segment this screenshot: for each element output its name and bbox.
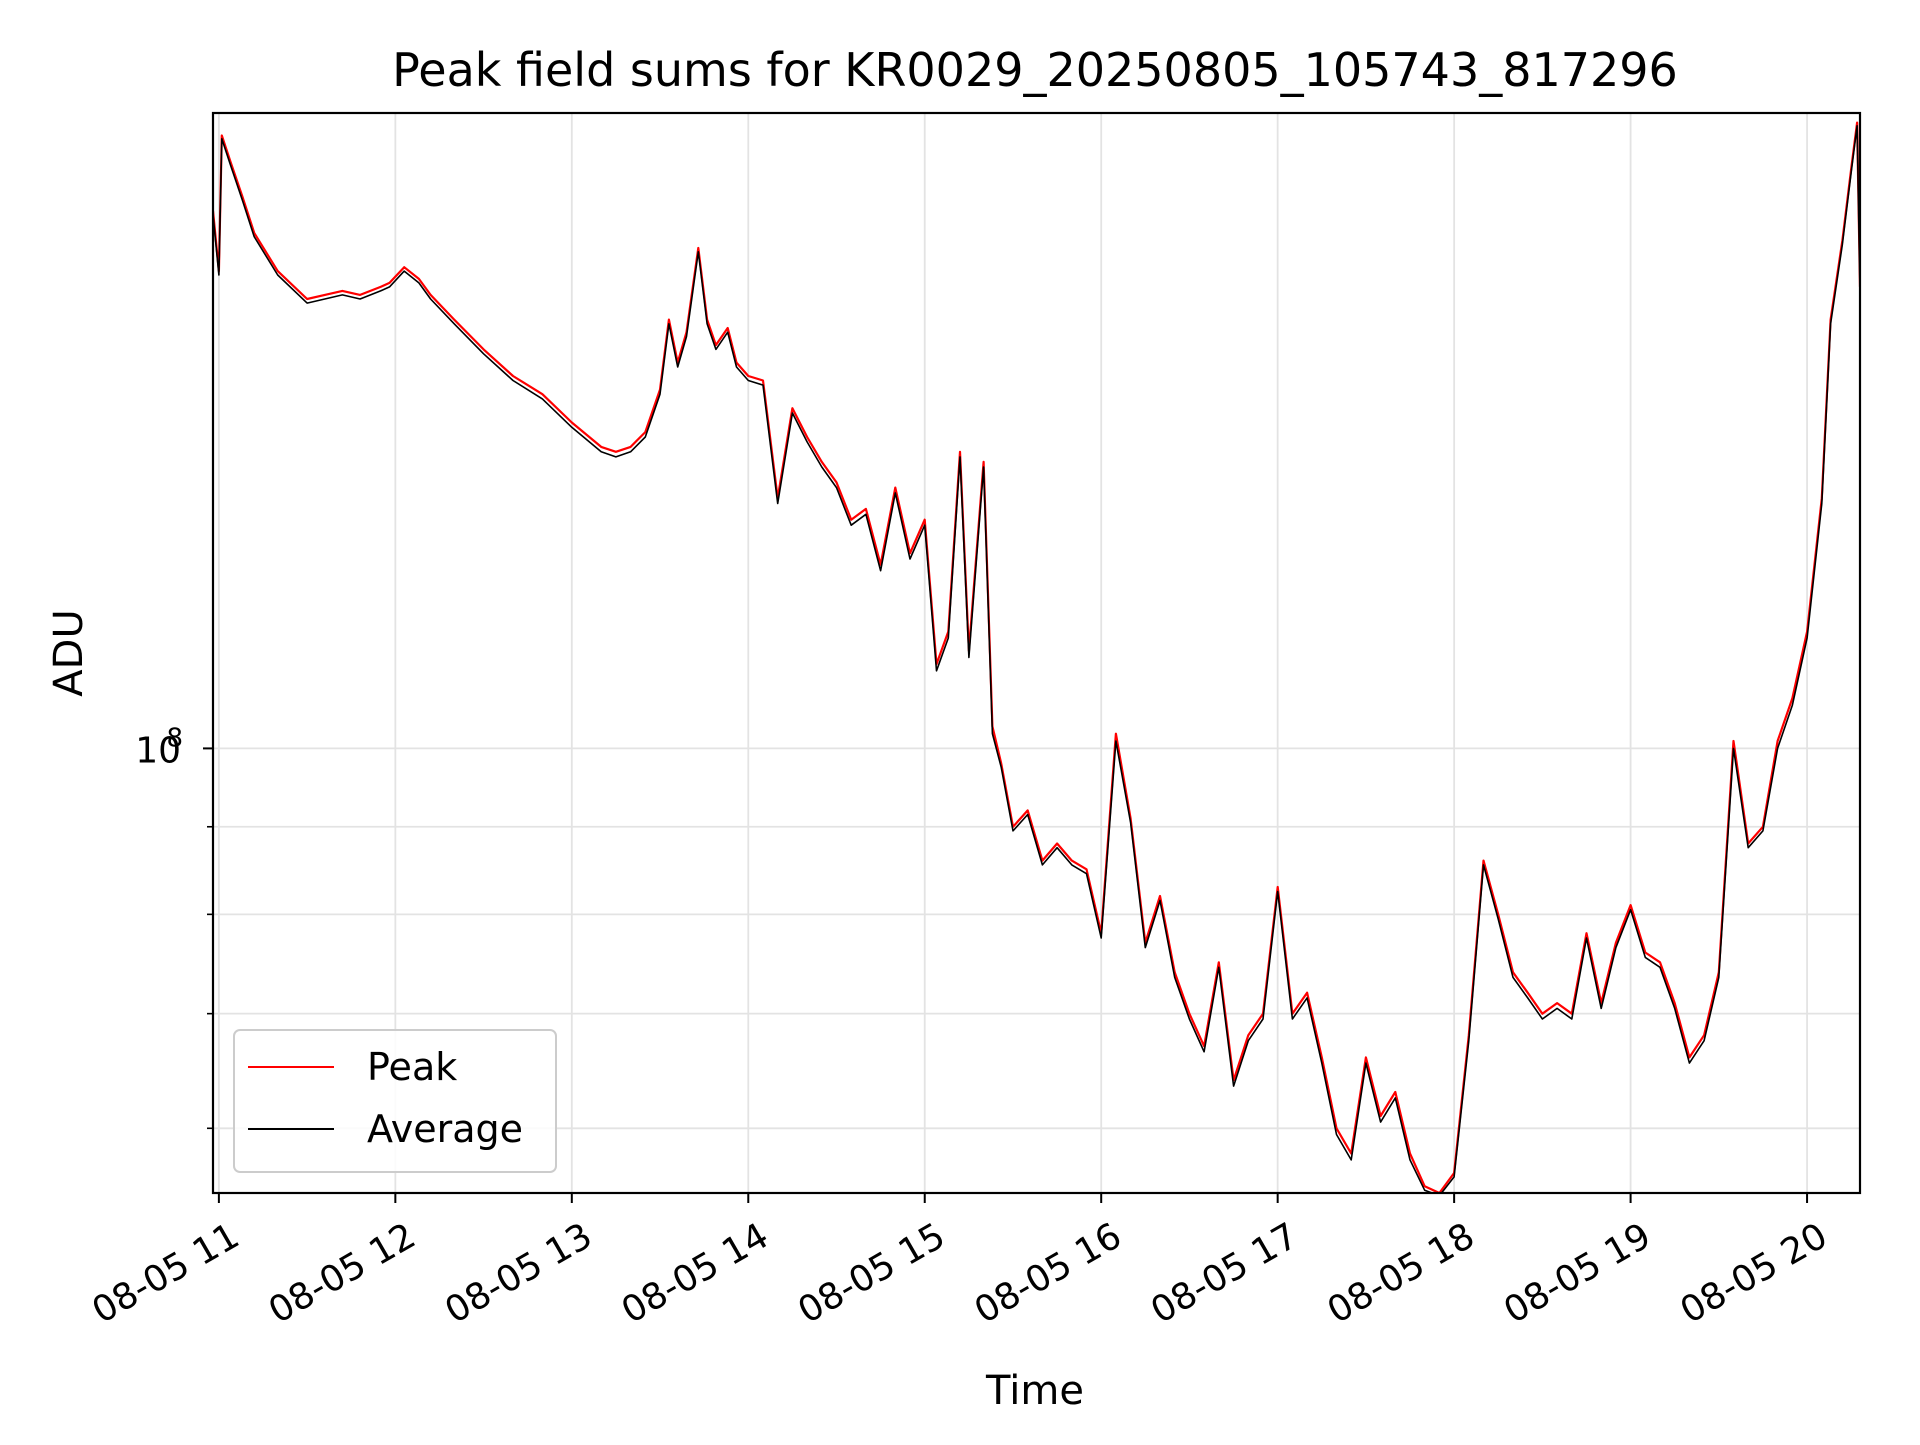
y-axis-ticks: 108 — [135, 723, 213, 1130]
y-tick-exponent: 8 — [166, 723, 183, 753]
y-tick-label: 10 — [135, 730, 181, 771]
plot-frame — [211, 111, 1862, 1195]
legend: Peak Average — [233, 1029, 557, 1173]
series-line-average — [213, 125, 1860, 1193]
y-axis-label: ADU — [46, 609, 92, 696]
y-tick-base: 10 — [135, 730, 181, 771]
legend-box — [233, 1029, 557, 1173]
series-line-peak — [213, 121, 1860, 1193]
grid — [213, 113, 1860, 1193]
legend-label-peak: Peak — [367, 1045, 457, 1089]
chart-title: Peak field sums for KR0029_20250805_1057… — [392, 43, 1678, 97]
x-axis-label: Time — [985, 1368, 1084, 1414]
series-lines — [213, 121, 1860, 1193]
legend-label-average: Average — [367, 1107, 523, 1151]
